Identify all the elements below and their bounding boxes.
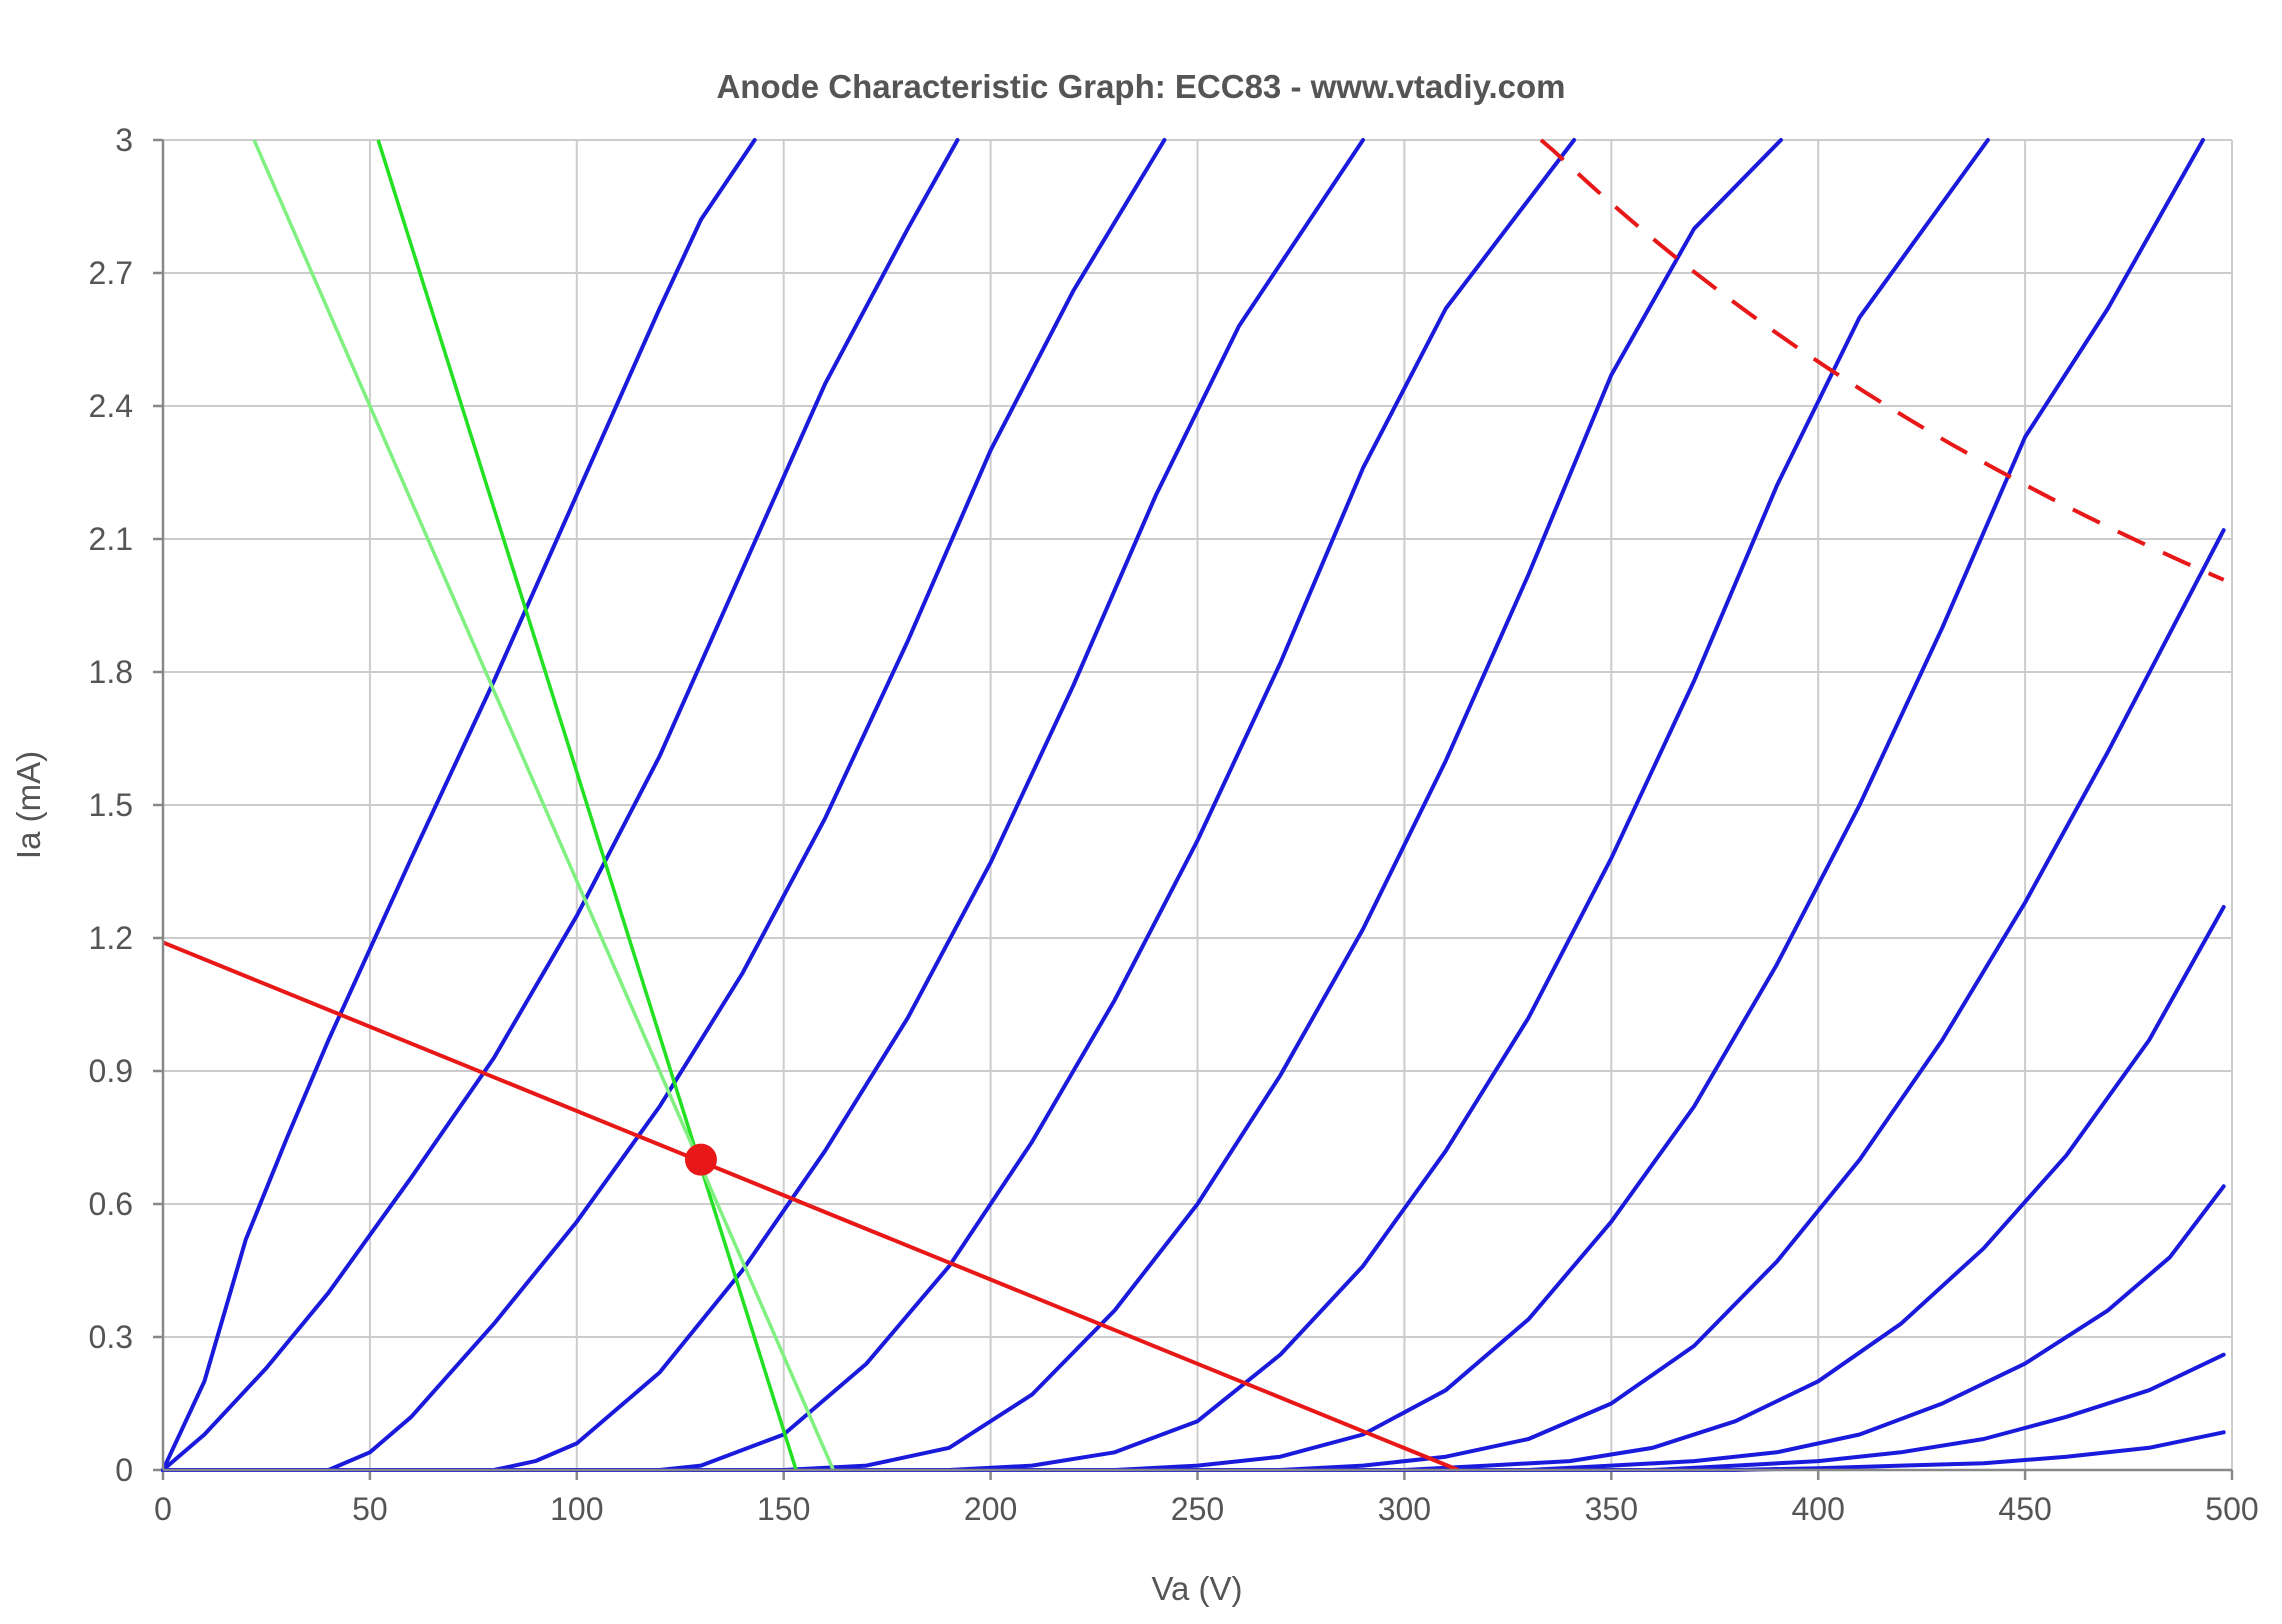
x-tick-label: 250	[1171, 1491, 1224, 1527]
tick-labels: 0 50 100 150 200 250 300 350 400 450 500 0 0.3 0.6 0.9…	[89, 122, 2259, 1527]
anode-curves	[161, 138, 2226, 1472]
grid-voltage-curve	[161, 1184, 2226, 1472]
load-line	[162, 940, 1459, 1472]
grid-voltage-curve	[161, 138, 1577, 1472]
tangent-line	[252, 139, 835, 1471]
x-tick-label: 150	[757, 1491, 810, 1527]
grid-voltage-curve	[161, 138, 960, 1472]
y-tick-label: 0.9	[89, 1053, 133, 1089]
y-tick-label: 2.4	[89, 388, 133, 424]
chart-title: Anode Characteristic Graph: ECC83 - www.…	[716, 68, 1565, 105]
max-dissipation-curve	[1539, 138, 2225, 582]
grid-voltage-curve	[161, 138, 1990, 1472]
y-tick-label: 0.6	[89, 1186, 133, 1222]
y-tick-label: 3	[115, 122, 133, 158]
x-tick-label: 350	[1585, 1491, 1638, 1527]
x-tick-label: 100	[550, 1491, 603, 1527]
grid-voltage-curve	[161, 138, 1365, 1472]
x-axis-label: Va (V)	[1151, 1570, 1242, 1607]
operating-point	[684, 1143, 717, 1176]
grid-voltage-curve	[161, 528, 2226, 1472]
y-tick-label: 2.7	[89, 255, 133, 291]
y-tick-label: 0.3	[89, 1319, 133, 1355]
y-axis-label: Ia (mA)	[10, 751, 47, 859]
overlay-lines	[162, 138, 2225, 1472]
y-tick-label: 2.1	[89, 521, 133, 557]
y-tick-label: 1.2	[89, 920, 133, 956]
axes	[161, 140, 2232, 1472]
grid-voltage-curve	[161, 138, 2205, 1472]
x-tick-label: 400	[1792, 1491, 1845, 1527]
x-tick-label: 450	[1998, 1491, 2051, 1527]
x-tick-label: 200	[964, 1491, 1017, 1527]
grid-voltage-curve	[161, 905, 2226, 1472]
grid-voltage-curve	[161, 138, 1783, 1472]
tangent-line	[376, 139, 798, 1471]
x-tick-label: 50	[352, 1491, 388, 1527]
x-tick-label: 0	[154, 1491, 172, 1527]
y-tick-label: 1.5	[89, 787, 133, 823]
y-tick-label: 1.8	[89, 654, 133, 690]
y-tick-label: 0	[115, 1452, 133, 1488]
x-tick-label: 500	[2205, 1491, 2258, 1527]
grid-voltage-curve	[161, 138, 757, 1472]
grid-lines	[153, 138, 2234, 1480]
grid-voltage-curve	[161, 138, 1167, 1472]
x-tick-label: 300	[1378, 1491, 1431, 1527]
